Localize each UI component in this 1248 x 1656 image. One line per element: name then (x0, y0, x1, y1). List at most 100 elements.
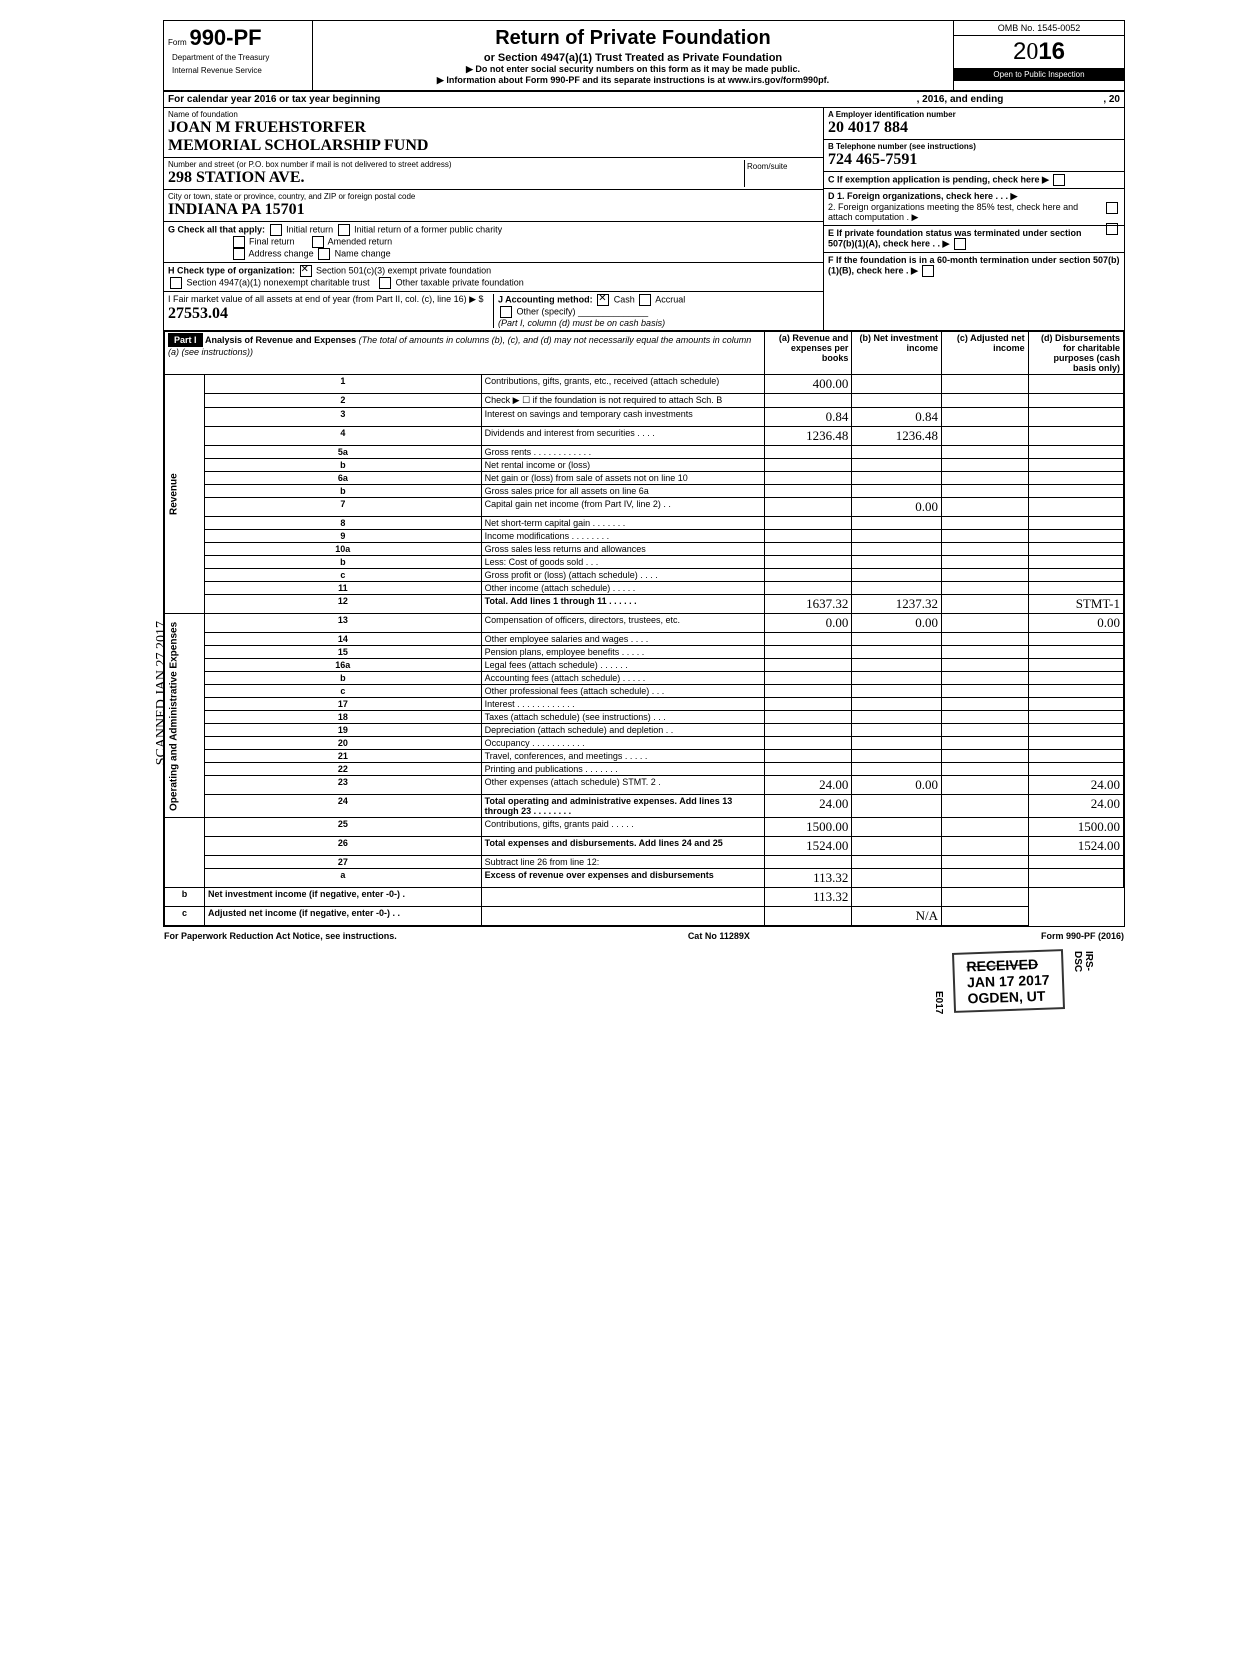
row-desc: Accounting fees (attach schedule) . . . … (481, 672, 764, 685)
opt-other-tax: Other taxable private foundation (396, 277, 524, 287)
cell-b (852, 394, 942, 408)
row-desc: Taxes (attach schedule) (see instruction… (481, 711, 764, 724)
tax-year: 20201616 (954, 36, 1124, 68)
row-number: 6a (205, 472, 482, 485)
checkbox-amended[interactable] (312, 236, 324, 248)
checkbox-initial[interactable] (270, 224, 282, 236)
cell-b: 0.00 (852, 614, 942, 633)
cell-d (1028, 750, 1123, 763)
cell-c (942, 543, 1029, 556)
cell-b (852, 763, 942, 776)
cell-c (942, 856, 1029, 869)
opt-other-acct: Other (specify) (517, 306, 576, 316)
table-row: 15Pension plans, employee benefits . . .… (165, 646, 1124, 659)
checkbox-f[interactable] (922, 265, 934, 277)
cell-a (764, 685, 852, 698)
cell-c (942, 394, 1029, 408)
cell-c (942, 498, 1029, 517)
cell-c (852, 888, 942, 907)
cell-d (1028, 698, 1123, 711)
opt-4947: Section 4947(a)(1) nonexempt charitable … (187, 277, 370, 287)
checkbox-e[interactable] (954, 238, 966, 250)
checkbox-former[interactable] (338, 224, 350, 236)
table-row: bGross sales price for all assets on lin… (165, 485, 1124, 498)
table-row: 12Total. Add lines 1 through 11 . . . . … (165, 595, 1124, 614)
stamp-irs: IRS-DSC (1072, 951, 1094, 972)
table-row: bLess: Cost of goods sold . . . (165, 556, 1124, 569)
checkbox-501c3[interactable] (300, 265, 312, 277)
table-row: cAdjusted net income (if negative, enter… (165, 907, 1124, 926)
row-desc: Income modifications . . . . . . . . (481, 530, 764, 543)
cell-d (1028, 485, 1123, 498)
cell-a (764, 659, 852, 672)
cell-b: 0.84 (852, 408, 942, 427)
table-row: 25Contributions, gifts, grants paid . . … (165, 818, 1124, 837)
cell-b (852, 818, 942, 837)
cell-c (942, 485, 1029, 498)
row-desc: Net rental income or (loss) (481, 459, 764, 472)
col-a-header: (a) Revenue and expenses per books (764, 332, 852, 375)
cell-c (942, 446, 1029, 459)
checkbox-cash[interactable] (597, 294, 609, 306)
checkbox-other-acct[interactable] (500, 306, 512, 318)
cell-d (1028, 530, 1123, 543)
table-row: aExcess of revenue over expenses and dis… (165, 869, 1124, 888)
row-number: 9 (205, 530, 482, 543)
d2-label: 2. Foreign organizations meeting the 85%… (828, 202, 1120, 223)
checkbox-4947[interactable] (170, 277, 182, 289)
section-g: G Check all that apply: Initial return I… (164, 222, 823, 263)
row-desc: Gross sales less returns and allowances (481, 543, 764, 556)
checkbox-other-tax[interactable] (379, 277, 391, 289)
row-desc: Dividends and interest from securities .… (481, 427, 764, 446)
cell-b (852, 698, 942, 711)
cell-b (852, 446, 942, 459)
cell-a: 0.00 (764, 614, 852, 633)
cell-d (1028, 724, 1123, 737)
form-990pf: SCANNED JAN 27 2017 Form 990-PF Departme… (163, 20, 1125, 927)
acct-label: J Accounting method: (498, 294, 593, 304)
checkbox-c[interactable] (1053, 174, 1065, 186)
section-ij: I Fair market value of all assets at end… (164, 292, 823, 330)
cell-a (764, 530, 852, 543)
cell-c (942, 375, 1029, 394)
table-row: 21Travel, conferences, and meetings . . … (165, 750, 1124, 763)
cell-a (764, 698, 852, 711)
cell-d (1028, 685, 1123, 698)
table-row: 14Other employee salaries and wages . . … (165, 633, 1124, 646)
cell-a (764, 459, 852, 472)
title-cell: Return of Private Foundation or Section … (313, 21, 953, 90)
table-row: bNet rental income or (loss) (165, 459, 1124, 472)
row-number: 2 (205, 394, 482, 408)
cell-d (1028, 459, 1123, 472)
row-desc: Contributions, gifts, grants paid . . . … (481, 818, 764, 837)
row-desc: Net investment income (if negative, ente… (205, 888, 482, 907)
cell-a (764, 737, 852, 750)
checkbox-addr-change[interactable] (233, 248, 245, 260)
cell-a (764, 498, 852, 517)
checkbox-d1[interactable] (1106, 202, 1118, 214)
col-c-header: (c) Adjusted net income (942, 332, 1029, 375)
cell-d (1028, 569, 1123, 582)
checkbox-final[interactable] (233, 236, 245, 248)
cell-d (1028, 633, 1123, 646)
cell-a: 1236.48 (764, 427, 852, 446)
city-label: City or town, state or province, country… (168, 192, 819, 201)
row-number: 1 (205, 375, 482, 394)
cell-c (942, 517, 1029, 530)
cell-d (1028, 543, 1123, 556)
checkbox-accrual[interactable] (639, 294, 651, 306)
opt-initial: Initial return (286, 224, 333, 234)
cell-d (1028, 646, 1123, 659)
row-desc: Less: Cost of goods sold . . . (481, 556, 764, 569)
cell-b (852, 711, 942, 724)
opt-name: Name change (335, 248, 391, 258)
checkbox-name-change[interactable] (318, 248, 330, 260)
opt-cash: Cash (614, 294, 635, 304)
table-row: 7Capital gain net income (from Part IV, … (165, 498, 1124, 517)
table-row: 9Income modifications . . . . . . . . (165, 530, 1124, 543)
row-number: 16a (205, 659, 482, 672)
cell-b (852, 737, 942, 750)
phone-label: B Telephone number (see instructions) (828, 142, 1120, 151)
row-number: 11 (205, 582, 482, 595)
cell-a (764, 672, 852, 685)
